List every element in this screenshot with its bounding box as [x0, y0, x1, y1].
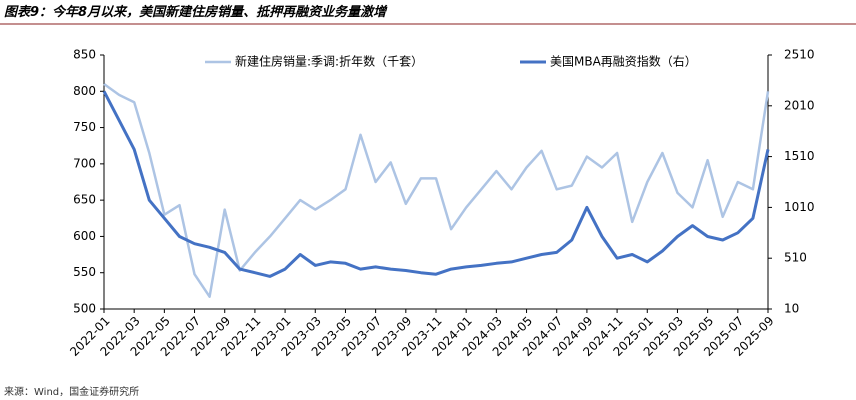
chart-title: 图表9：今年8月以来，美国新建住房销量、抵押再融资业务量激增	[4, 4, 388, 20]
y-tick-label: 500	[73, 302, 96, 316]
legend-label: 美国MBA再融资指数（右）	[550, 54, 697, 69]
source: 来源：Wind，国金证券研究所	[4, 385, 139, 398]
y2-tick-label: 2510	[784, 48, 815, 62]
y-tick-label: 550	[73, 265, 96, 279]
y-tick-label: 750	[73, 120, 96, 134]
series-line	[102, 90, 770, 278]
y2-tick-label: 510	[784, 251, 807, 265]
y-tick-label: 700	[73, 156, 96, 170]
y-tick-label: 650	[73, 193, 96, 207]
y-tick-label: 850	[73, 48, 96, 62]
series-line	[103, 82, 770, 298]
y2-tick-label: 10	[784, 302, 799, 316]
y-tick-label: 800	[73, 84, 96, 98]
y2-tick-label: 1510	[784, 149, 815, 163]
y2-tick-label: 1010	[784, 200, 815, 214]
y-tick-label: 600	[73, 229, 96, 243]
y2-tick-label: 2010	[784, 98, 815, 112]
legend-label: 新建住房销量:季调:折年数（千套）	[235, 54, 423, 69]
